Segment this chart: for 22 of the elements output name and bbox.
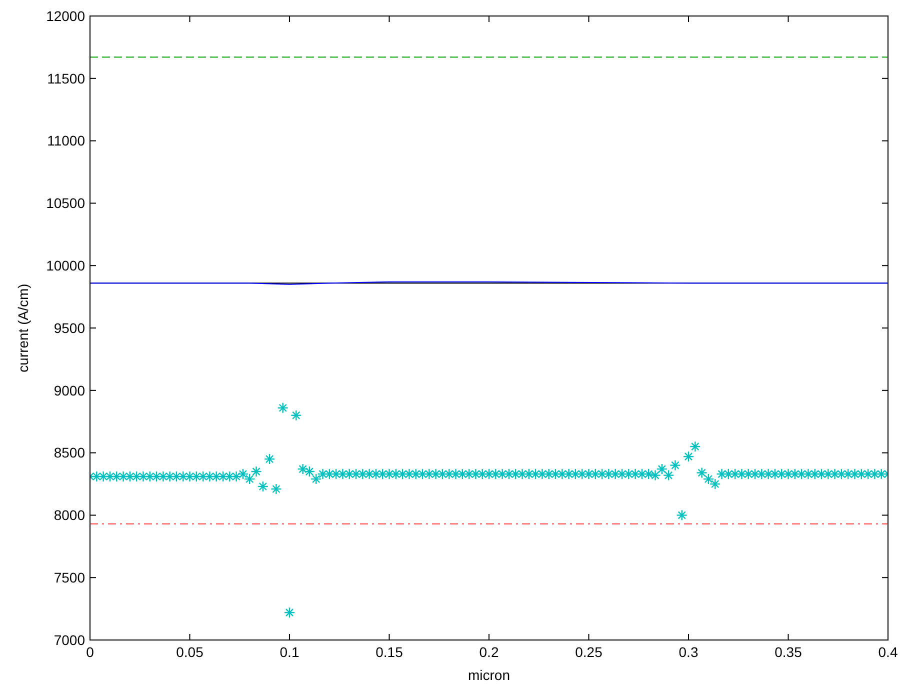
x-tick-label: 0.25 [575, 644, 603, 660]
x-tick-label: 0.1 [280, 644, 300, 660]
y-tick-label: 9500 [54, 320, 86, 336]
x-tick-label: 0 [86, 644, 94, 660]
y-tick-label: 7500 [54, 570, 86, 586]
y-tick-label: 11500 [47, 70, 86, 86]
y-tick-label: 10000 [46, 258, 86, 274]
x-tick-label: 0.3 [678, 644, 698, 660]
y-tick-label: 11000 [47, 132, 86, 149]
x-tick-label: 0.4 [878, 644, 898, 660]
x-tick-label: 0.05 [176, 644, 204, 660]
x-tick-label: 0.15 [376, 644, 404, 660]
y-tick-label: 9000 [54, 382, 86, 398]
x-tick-label: 0.2 [479, 644, 499, 660]
y-tick-label: 10500 [46, 195, 86, 212]
y-tick-label: 8000 [54, 507, 86, 524]
x-tick-label: 0.35 [774, 644, 802, 660]
x-axis-title: micron [468, 667, 510, 683]
y-axis-title: current (A/cm) [15, 284, 31, 372]
y-tick-label: 8500 [54, 444, 86, 461]
y-tick-label: 7000 [54, 632, 86, 648]
y-tick-label: 12000 [46, 8, 86, 24]
